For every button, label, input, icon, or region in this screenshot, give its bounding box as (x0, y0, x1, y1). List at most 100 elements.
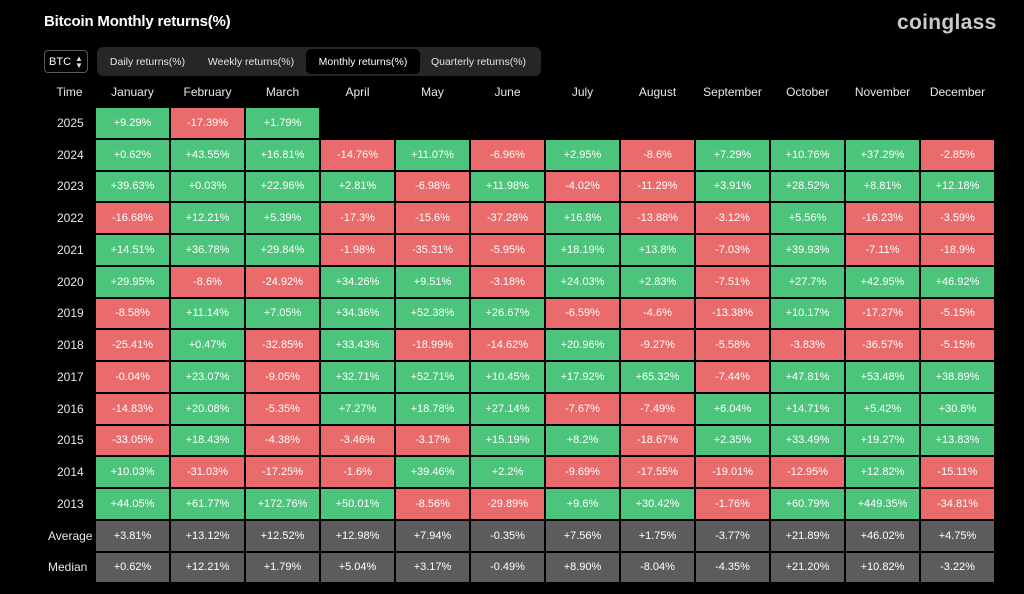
return-cell: +7.27% (320, 392, 395, 425)
return-cell: -4.02% (545, 170, 620, 203)
return-cell: +14.51% (95, 234, 170, 266)
return-cell: -13.88% (620, 202, 695, 234)
return-cell: -4.6% (620, 297, 695, 330)
return-cell: -17.55% (620, 456, 695, 488)
return-cell: +2.83% (620, 265, 695, 298)
period-tabs: Daily returns(%) Weekly returns(%) Month… (97, 47, 541, 76)
median-cell: +1.79% (245, 551, 320, 584)
asset-select[interactable]: BTC ▲ ▼ (44, 50, 88, 73)
return-cell: -7.11% (845, 234, 920, 266)
return-cell: +14.71% (770, 392, 845, 425)
return-cell: +50.01% (320, 488, 395, 520)
return-cell: +2.2% (470, 456, 545, 488)
return-cell: +36.78% (170, 234, 245, 266)
return-cell: -35.31% (395, 234, 470, 266)
return-cell: +18.43% (170, 424, 245, 457)
return-cell: +39.63% (95, 170, 170, 203)
return-cell: +5.56% (770, 202, 845, 234)
return-cell: +2.81% (320, 170, 395, 203)
return-cell: -33.05% (95, 424, 170, 457)
average-cell: -0.35% (470, 519, 545, 552)
median-cell: +5.04% (320, 551, 395, 584)
return-cell: -18.9% (920, 234, 995, 266)
return-cell: +8.2% (545, 424, 620, 457)
month-header-september: September (703, 85, 762, 99)
return-cell: +9.51% (395, 265, 470, 298)
return-cell: -7.49% (620, 392, 695, 425)
return-cell: +61.77% (170, 488, 245, 520)
year-label: 2016 (57, 401, 84, 416)
return-cell: +20.96% (545, 329, 620, 361)
average-cell: +1.75% (620, 519, 695, 552)
return-cell: -18.67% (620, 424, 695, 457)
return-cell: -15.6% (395, 202, 470, 234)
return-cell: -9.69% (545, 456, 620, 488)
return-cell: +34.26% (320, 265, 395, 298)
return-cell: +10.76% (770, 138, 845, 171)
return-cell: -8.56% (395, 488, 470, 520)
year-label: 2013 (57, 496, 84, 511)
year-label: 2021 (57, 242, 84, 257)
return-cell: +0.03% (170, 170, 245, 203)
return-cell: -1.98% (320, 234, 395, 266)
return-cell: -16.23% (845, 202, 920, 234)
month-header-april: April (345, 85, 370, 99)
return-cell: +39.46% (395, 456, 470, 488)
average-cell: +7.94% (395, 519, 470, 552)
return-cell: +28.52% (770, 170, 845, 203)
return-cell: +29.95% (95, 265, 170, 298)
return-cell: +37.29% (845, 138, 920, 171)
return-cell: +53.48% (845, 361, 920, 393)
return-cell: -9.27% (620, 329, 695, 361)
return-cell: -25.41% (95, 329, 170, 361)
year-label: 2024 (57, 147, 84, 162)
tab-monthly-returns[interactable]: Monthly returns(%) (306, 49, 420, 74)
return-cell: +44.05% (95, 488, 170, 520)
return-cell: +38.89% (920, 361, 995, 393)
median-cell: -4.35% (695, 551, 770, 584)
return-cell: +172.76% (245, 488, 320, 520)
return-cell: +16.8% (545, 202, 620, 234)
average-cell: +7.56% (545, 519, 620, 552)
return-cell: -1.76% (695, 488, 770, 520)
return-cell: -3.17% (395, 424, 470, 457)
tab-daily-returns[interactable]: Daily returns(%) (109, 55, 186, 68)
median-cell: -0.49% (470, 551, 545, 584)
year-label: 2020 (57, 274, 84, 289)
average-cell: +12.98% (320, 519, 395, 552)
return-cell: -7.67% (545, 392, 620, 425)
return-cell: -7.44% (695, 361, 770, 393)
return-cell: -13.38% (695, 297, 770, 330)
average-cell: -3.77% (695, 519, 770, 552)
return-cell: -3.12% (695, 202, 770, 234)
return-cell (545, 107, 620, 139)
return-cell: +23.07% (170, 361, 245, 393)
return-cell: -3.83% (770, 329, 845, 361)
return-cell: +5.39% (245, 202, 320, 234)
coinglass-logo[interactable]: coinglass (897, 11, 997, 34)
return-cell: +10.03% (95, 456, 170, 488)
return-cell: +33.43% (320, 329, 395, 361)
return-cell: +19.27% (845, 424, 920, 457)
return-cell: -3.18% (470, 265, 545, 298)
median-cell: +10.82% (845, 551, 920, 584)
median-cell: +12.21% (170, 551, 245, 584)
return-cell: -17.39% (170, 107, 245, 139)
return-cell (695, 107, 770, 139)
time-column-header: Time (56, 85, 83, 99)
return-cell: +15.19% (470, 424, 545, 457)
return-cell (920, 107, 995, 139)
month-header-june: June (494, 85, 521, 99)
month-header-july: July (571, 85, 594, 99)
tab-weekly-returns[interactable]: Weekly returns(%) (207, 55, 295, 68)
return-cell: +22.96% (245, 170, 320, 203)
up-down-chevron-icon: ▲ ▼ (75, 53, 83, 70)
return-cell: +11.14% (170, 297, 245, 330)
return-cell: +65.32% (620, 361, 695, 393)
month-header-january: January (111, 85, 154, 99)
return-cell: -9.05% (245, 361, 320, 393)
month-header-october: October (786, 85, 829, 99)
return-cell: -17.25% (245, 456, 320, 488)
tab-quarterly-returns[interactable]: Quarterly returns(%) (430, 55, 527, 68)
median-cell: +8.90% (545, 551, 620, 584)
